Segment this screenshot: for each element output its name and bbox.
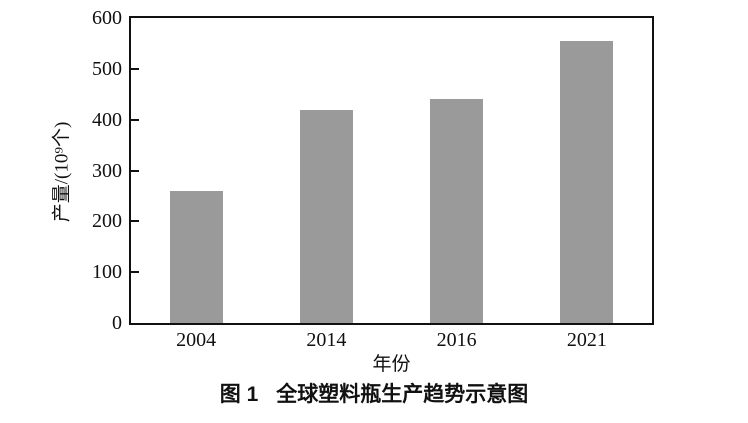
y-tick-label: 300: [92, 159, 122, 182]
y-tick-label: 400: [92, 108, 122, 131]
bar-2021: [560, 40, 614, 323]
y-tick-mark: [131, 67, 139, 70]
y-tick-mark: [131, 169, 139, 172]
bar-2016: [430, 99, 484, 323]
y-tick-label: 500: [92, 57, 122, 80]
x-tick-label-2016: 2016: [436, 329, 477, 351]
y-tick-mark: [131, 118, 139, 121]
y-tick-label: 600: [92, 7, 122, 29]
x-tick-label-2004: 2004: [176, 329, 217, 351]
y-tick-label: 0: [112, 312, 122, 334]
bar-2014: [299, 109, 353, 323]
figure-caption: 图 1 全球塑料瓶生产趋势示意图: [0, 378, 748, 408]
plot-area: 0 100 200 300 400 500 600 2004 2014 2016 2021: [92, 8, 654, 351]
caption-title: 全球塑料瓶生产趋势示意图: [276, 383, 529, 406]
y-tick-mark: [131, 220, 139, 223]
x-tick-label-2014: 2014: [306, 329, 347, 351]
y-tick-label: 200: [92, 210, 122, 233]
y-tick-mark: [131, 271, 139, 274]
caption-label: 图 1: [219, 383, 259, 406]
x-tick-label-2021: 2021: [566, 329, 607, 351]
y-tick-label: 100: [92, 261, 122, 284]
x-axis-label: 年份: [372, 354, 411, 375]
bar-2004: [169, 190, 223, 323]
